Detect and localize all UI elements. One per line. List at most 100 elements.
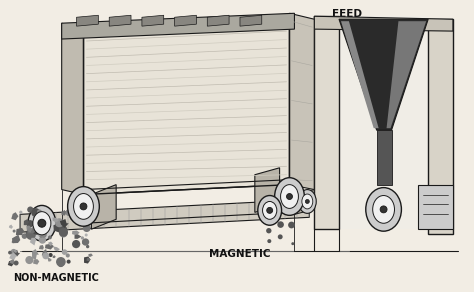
Polygon shape — [8, 261, 15, 266]
Circle shape — [292, 242, 294, 245]
Bar — [339, 16, 428, 229]
Polygon shape — [54, 223, 62, 232]
Circle shape — [286, 194, 292, 199]
Polygon shape — [88, 253, 93, 257]
Ellipse shape — [33, 212, 51, 235]
Circle shape — [39, 236, 46, 244]
Polygon shape — [62, 13, 294, 39]
Polygon shape — [82, 209, 92, 220]
Polygon shape — [53, 246, 60, 251]
Polygon shape — [60, 219, 69, 228]
Circle shape — [40, 214, 46, 219]
Polygon shape — [84, 256, 91, 264]
Polygon shape — [339, 19, 428, 130]
Circle shape — [55, 218, 64, 227]
Circle shape — [380, 206, 387, 213]
Polygon shape — [61, 210, 66, 215]
Circle shape — [41, 232, 47, 238]
Circle shape — [81, 236, 84, 239]
Polygon shape — [40, 235, 43, 238]
Circle shape — [69, 212, 78, 221]
Polygon shape — [72, 230, 80, 235]
Circle shape — [278, 234, 283, 239]
Polygon shape — [255, 168, 280, 212]
Circle shape — [66, 253, 70, 258]
Polygon shape — [12, 235, 20, 243]
Circle shape — [85, 234, 88, 237]
Polygon shape — [428, 19, 453, 234]
Circle shape — [25, 256, 34, 264]
Circle shape — [26, 230, 36, 240]
Polygon shape — [9, 259, 15, 264]
Polygon shape — [42, 249, 49, 256]
Ellipse shape — [28, 206, 56, 241]
Polygon shape — [9, 225, 13, 229]
Ellipse shape — [258, 196, 282, 225]
Polygon shape — [62, 23, 83, 194]
Polygon shape — [314, 16, 453, 31]
Polygon shape — [83, 21, 290, 194]
Polygon shape — [91, 185, 116, 229]
Polygon shape — [240, 15, 262, 26]
Polygon shape — [207, 15, 229, 26]
Polygon shape — [74, 234, 82, 239]
Polygon shape — [387, 21, 426, 128]
Circle shape — [80, 203, 87, 210]
Polygon shape — [9, 253, 17, 260]
Circle shape — [37, 209, 42, 215]
Ellipse shape — [302, 194, 313, 209]
Circle shape — [266, 228, 272, 233]
Polygon shape — [48, 241, 53, 246]
Ellipse shape — [366, 187, 401, 231]
Circle shape — [31, 222, 35, 225]
Circle shape — [267, 207, 273, 213]
Circle shape — [56, 257, 66, 267]
Polygon shape — [27, 228, 37, 233]
Circle shape — [26, 229, 35, 239]
Circle shape — [33, 215, 36, 219]
Circle shape — [57, 260, 64, 267]
Circle shape — [267, 239, 271, 243]
Polygon shape — [24, 219, 29, 225]
Circle shape — [42, 252, 49, 259]
Circle shape — [38, 219, 46, 227]
Polygon shape — [16, 228, 25, 235]
Circle shape — [14, 260, 18, 265]
Text: NON-MAGNETIC: NON-MAGNETIC — [13, 273, 99, 283]
Polygon shape — [39, 245, 44, 250]
Circle shape — [48, 235, 52, 239]
Circle shape — [305, 199, 310, 204]
Polygon shape — [294, 190, 314, 214]
Circle shape — [59, 229, 68, 237]
Circle shape — [38, 230, 46, 238]
Circle shape — [32, 225, 42, 235]
Circle shape — [31, 208, 40, 217]
Circle shape — [59, 228, 68, 237]
Circle shape — [19, 211, 22, 214]
Circle shape — [59, 226, 67, 234]
Polygon shape — [27, 225, 33, 233]
Polygon shape — [53, 217, 60, 223]
Polygon shape — [82, 241, 86, 244]
Circle shape — [72, 240, 80, 248]
Polygon shape — [86, 258, 91, 261]
Polygon shape — [30, 238, 37, 246]
Polygon shape — [290, 13, 314, 190]
Polygon shape — [45, 244, 54, 250]
Circle shape — [13, 230, 16, 233]
Circle shape — [288, 222, 295, 228]
Polygon shape — [27, 228, 32, 232]
Ellipse shape — [373, 196, 394, 223]
Circle shape — [74, 210, 77, 213]
Circle shape — [82, 238, 89, 246]
Ellipse shape — [281, 185, 299, 208]
Circle shape — [277, 221, 284, 228]
Polygon shape — [174, 15, 196, 26]
Ellipse shape — [299, 190, 316, 213]
Circle shape — [10, 249, 17, 255]
Circle shape — [8, 251, 12, 254]
Polygon shape — [109, 15, 131, 26]
Ellipse shape — [68, 187, 100, 226]
Circle shape — [62, 249, 67, 255]
Polygon shape — [14, 250, 20, 257]
